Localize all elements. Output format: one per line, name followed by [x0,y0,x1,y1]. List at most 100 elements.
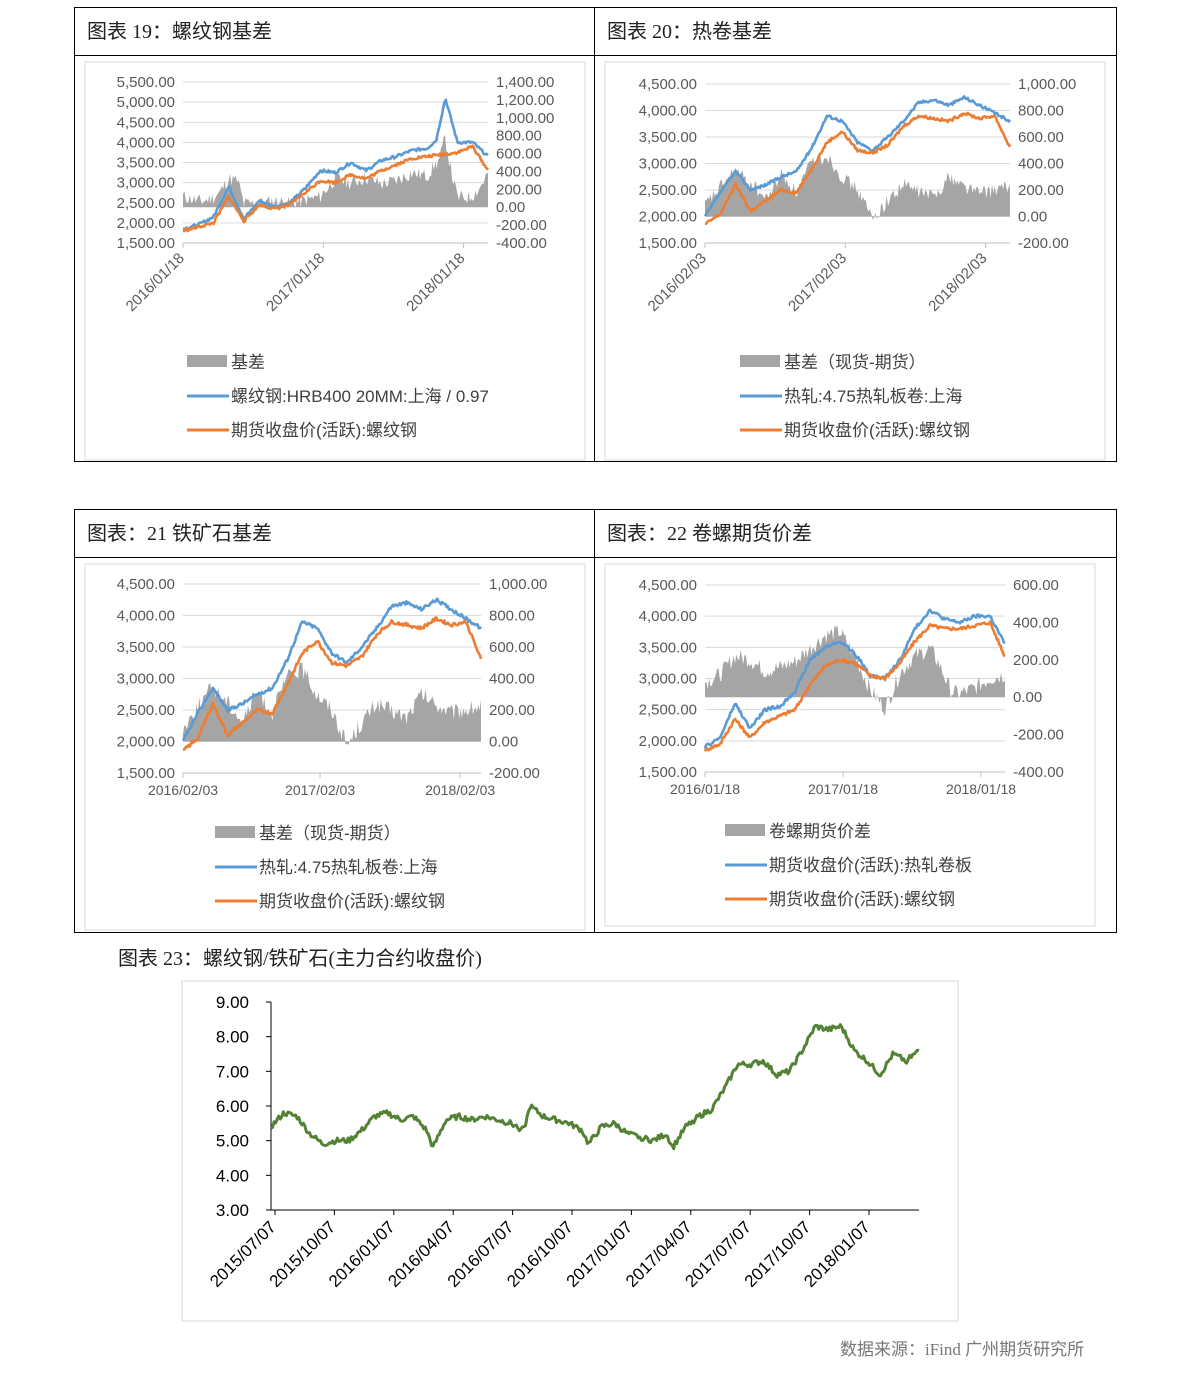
y-right-tick-label: 600.00 [1018,129,1064,146]
series-line-ratio [270,1023,920,1151]
legend-label: 卷螺期货价差 [769,822,871,841]
chart-23-caption: 图表 23：螺纹钢/铁矿石(主力合约收盘价) [118,948,482,970]
y-right-tick-label: 1,400.00 [496,74,554,91]
y-right-tick-label: -400.00 [1013,764,1064,781]
y-right-tick-label: -200.00 [496,217,547,234]
cell-chart-20: 图表 20：热卷基差 4,500.00 4,000.00 3,500.00 3,000… [595,8,1116,461]
series-line-orange [182,144,489,233]
y-left-tick-label: 2,500.00 [639,182,697,199]
chart-20-svg: 4,500.00 4,000.00 3,500.00 3,000.00 2,500.00… [604,61,1106,461]
legend-label: 螺纹钢:HRB400 20MM:上海 / 0.97 [231,387,489,406]
y-right-tick-label: 200.00 [1018,182,1064,199]
cell-chart-19: 图表 19：螺纹钢基差 5,500.00 5,000.00 4,500.00 4,00… [75,8,595,461]
chart-frame [604,563,1096,927]
y-left-tick-label: 4,500.00 [117,576,175,593]
y-tick-label: 3.00 [216,1201,249,1220]
chart-table-top: 图表 19：螺纹钢基差 5,500.00 5,000.00 4,500.00 4,00… [74,7,1117,462]
series-area-basis [705,153,1010,220]
legend-swatch-basis [215,826,255,838]
y-tick-label: 5.00 [216,1132,249,1151]
y-left-tick-label: 2,000.00 [117,215,175,232]
y-left-tick-label: 4,000.00 [639,103,697,120]
series-area-basis [183,662,481,745]
y-left-tick-label: 1,500.00 [117,235,175,252]
legend-label: 热轧:4.75热轧板卷:上海 [259,858,438,877]
series-area-basis [705,625,1005,717]
y-left-tick-label: 2,500.00 [639,702,697,719]
y-left-tick-label: 4,000.00 [117,134,175,151]
chart-19-caption: 图表 19：螺纹钢基差 [75,8,594,56]
chart-23-svg: 9.008.007.006.005.004.003.002015/07/0720… [181,980,959,1322]
y-left-tick-label: 2,500.00 [117,702,175,719]
y-left-tick-label: 3,500.00 [117,639,175,656]
chart-22-caption: 图表：22 卷螺期货价差 [595,510,1116,558]
legend-swatch-basis [187,355,227,367]
x-tick-label: 2017/02/03 [285,782,355,798]
y-left-tick-label: 1,500.00 [639,235,697,252]
y-left-tick-label: 3,000.00 [117,671,175,688]
series-line-blue [181,597,483,741]
y-right-tick-label: 200.00 [489,702,535,719]
legend-label: 热轧:4.75热轧板卷:上海 [784,387,963,406]
y-left-tick-label: 3,500.00 [639,639,697,656]
y-right-tick-label: -400.00 [496,235,547,252]
y-left-tick-label: 3,000.00 [117,175,175,192]
y-left-tick-label: 5,000.00 [117,94,175,111]
y-left-tick-label: 1,500.00 [117,765,175,782]
y-right-tick-label: 0.00 [489,734,518,751]
series-line-orange [182,616,483,751]
chart-20-caption: 图表 20：热卷基差 [595,8,1116,56]
series-line-blue [703,95,1012,217]
x-tick-label: 2016/01/18 [670,781,740,797]
y-right-tick-label: 0.00 [1013,689,1042,706]
y-right-tick-label: -200.00 [1013,727,1064,744]
y-tick-label: 6.00 [216,1097,249,1116]
series-line-orange [704,111,1012,226]
series-line-blue [703,608,1006,749]
chart-frame [84,563,586,931]
y-right-tick-label: 1,000.00 [1018,76,1076,93]
legend-label: 基差（现货-期货） [784,353,926,372]
x-tick-label: 2018/02/03 [425,782,495,798]
y-right-tick-label: 400.00 [496,163,542,180]
y-right-tick-label: 0.00 [496,199,525,216]
legend-label: 基差（现货-期货） [259,824,401,843]
y-right-tick-label: -200.00 [489,765,540,782]
y-tick-label: 4.00 [216,1166,249,1185]
legend-label: 期货收盘价(活跃):螺纹钢 [259,892,445,911]
chart-19-svg: 5,500.00 5,000.00 4,500.00 4,000.00 3,500.00… [84,61,586,461]
cell-chart-21: 图表：21 铁矿石基差 4,500.00 4,000.00 3,500.00 3,00… [75,510,595,932]
y-left-tick-label: 3,500.00 [117,155,175,172]
y-right-tick-label: 1,000.00 [496,110,554,127]
y-left-tick-label: 4,500.00 [639,76,697,93]
y-right-tick-label: 400.00 [1013,614,1059,631]
cell-chart-22: 图表：22 卷螺期货价差 4,500.00 4,000.00 3,500.00 3,0… [595,510,1116,932]
chart-21-svg: 4,500.00 4,000.00 3,500.00 3,000.00 2,500.00… [84,563,586,931]
y-right-tick-label: 1,200.00 [496,92,554,109]
y-left-tick-label: 3,500.00 [639,129,697,146]
y-left-tick-label: 2,500.00 [117,195,175,212]
y-left-tick-label: 4,500.00 [117,114,175,131]
y-tick-label: 9.00 [216,993,249,1012]
y-left-tick-label: 5,500.00 [117,74,175,91]
y-left-tick-label: 2,000.00 [639,209,697,226]
legend-label: 期货收盘价(活跃):热轧卷板 [769,856,972,875]
y-right-tick-label: 200.00 [1013,652,1059,669]
x-tick-label: 2017/01/18 [808,781,878,797]
y-right-tick-label: 800.00 [1018,103,1064,120]
y-left-tick-label: 4,500.00 [639,577,697,594]
legend-swatch-basis [740,355,780,367]
y-right-tick-label: 600.00 [1013,577,1059,594]
y-right-tick-label: 600.00 [489,639,535,656]
series-line-orange [703,620,1006,752]
series-line-blue [182,98,489,231]
chart-frame [84,61,586,461]
y-right-tick-label: 1,000.00 [489,576,547,593]
y-right-tick-label: 600.00 [496,146,542,163]
x-tick-label: 2016/02/03 [148,782,218,798]
y-left-tick-label: 1,500.00 [639,764,697,781]
y-right-tick-label: 400.00 [1018,156,1064,173]
y-left-tick-label: 4,000.00 [117,608,175,625]
chart-frame [604,61,1106,461]
y-right-tick-label: -200.00 [1018,235,1069,252]
